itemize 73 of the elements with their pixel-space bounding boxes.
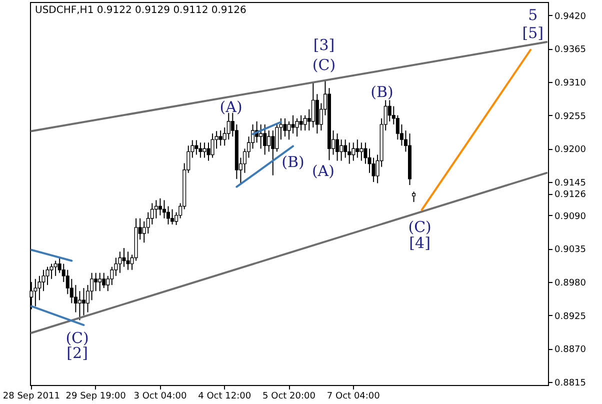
x-tick-label: 4 Oct 12:00 <box>198 392 252 402</box>
candlestick <box>283 118 287 138</box>
candlestick <box>271 130 275 176</box>
candlestick <box>170 208 174 225</box>
annotation: (A) <box>220 98 242 116</box>
y-tick-label: 0.9365 <box>554 45 586 56</box>
candlestick <box>50 263 54 280</box>
candlestick <box>336 133 340 162</box>
x-tick-label: 29 Sep 19:00 <box>66 392 126 402</box>
candlestick <box>356 139 360 158</box>
annotation: [3] <box>313 36 335 54</box>
y-tick-label: 0.9090 <box>554 212 586 222</box>
candlestick <box>126 251 130 270</box>
candlestick <box>372 157 376 182</box>
y-tick-label: 0.9126 <box>554 190 586 200</box>
annotation: [4] <box>409 234 430 252</box>
y-tick-label: 0.8815 <box>554 378 586 388</box>
candlestick <box>263 124 267 156</box>
candlestick <box>348 142 352 164</box>
x-tick-label: 28 Sep 2011 <box>2 392 60 402</box>
candlestick <box>364 142 368 164</box>
x-tick-label: 7 Oct 04:00 <box>326 392 380 402</box>
candlestick <box>166 206 170 225</box>
x-tick-label: 3 Oct 04:00 <box>134 392 187 402</box>
candlestick <box>388 100 392 122</box>
candlestick <box>299 114 303 131</box>
annotation: (C) <box>408 218 432 236</box>
candlestick <box>150 202 154 225</box>
annotation: 5 <box>528 6 538 24</box>
candlestick <box>344 139 348 158</box>
candlestick <box>352 142 356 162</box>
x-tick-label: 5 Oct 20:00 <box>262 392 316 402</box>
candlestick <box>295 118 299 138</box>
y-tick-label: 0.8980 <box>554 278 586 288</box>
candlestick <box>158 198 162 216</box>
candlestick <box>94 272 98 292</box>
y-tick-label: 0.8925 <box>554 312 586 322</box>
candlestick <box>206 142 210 162</box>
candlestick <box>291 114 295 134</box>
candlestick <box>360 142 364 162</box>
candlestick <box>311 81 315 128</box>
candlestick <box>194 140 198 156</box>
annotation: (C) <box>312 56 336 74</box>
y-tick-label: 0.9255 <box>554 112 586 122</box>
candlestick <box>162 200 166 219</box>
y-tick-label: 0.9310 <box>554 78 586 88</box>
candlestick <box>154 200 158 219</box>
y-tick-label: 0.9420 <box>554 12 586 22</box>
candlestick <box>412 191 416 202</box>
chart-title: USDCHF,H1 0.9122 0.9129 0.9112 0.9126 <box>35 5 246 16</box>
y-tick-label: 0.9035 <box>554 245 586 256</box>
candlestick <box>259 124 263 150</box>
y-tick-label: 0.8870 <box>554 345 586 356</box>
candlestick <box>98 272 102 292</box>
candlestick <box>218 130 222 146</box>
candlestick <box>118 251 122 274</box>
y-tick-label: 0.9145 <box>554 178 586 188</box>
y-tick-label: 0.9200 <box>554 145 586 156</box>
annotation: (B) <box>370 83 394 101</box>
candlestick <box>34 278 38 307</box>
annotation: (B) <box>282 153 304 171</box>
candlestick <box>202 142 206 158</box>
annotation: [5] <box>522 24 544 42</box>
candlestick <box>122 248 126 268</box>
candlestick <box>267 130 271 152</box>
candlestick <box>78 290 82 321</box>
candlestick <box>340 139 344 162</box>
candlestick <box>210 133 214 158</box>
candlestick <box>82 288 86 316</box>
candlestick <box>102 272 106 289</box>
annotation: (A) <box>312 162 334 180</box>
candlestick <box>54 260 58 276</box>
candlestick <box>198 142 202 158</box>
